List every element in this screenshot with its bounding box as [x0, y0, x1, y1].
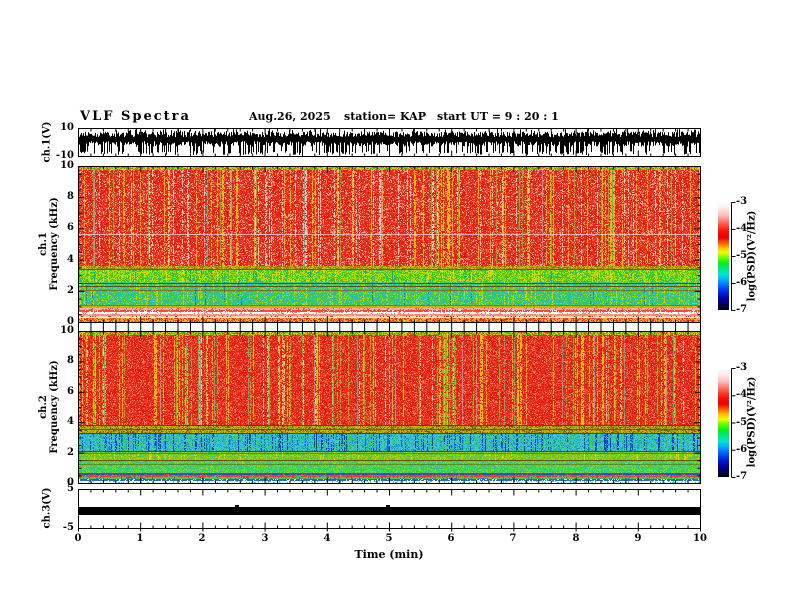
ch1-wave-ytick: 10: [60, 122, 74, 133]
xaxis-tick: 4: [323, 533, 331, 544]
colorbar-ch2-label: log(PSD)(V²/Hz): [746, 376, 758, 468]
ch2-spec-ytick: 8: [67, 355, 74, 366]
colorbar-tick: -7: [736, 471, 748, 482]
ch3-ytick: -5: [62, 522, 74, 533]
ch3-plot: [78, 489, 700, 528]
ch2-spec-ylabel: ch.2 Frequency (kHz): [38, 360, 60, 453]
xaxis-tick: 7: [509, 533, 517, 544]
ch2-spec-ytick: 2: [67, 447, 74, 458]
ch1-spec-ytick: 8: [67, 191, 74, 202]
xaxis-tick: 2: [198, 533, 206, 544]
figure-title: VLF Spectra: [80, 109, 191, 124]
colorbar-tick: -4: [736, 223, 748, 234]
colorbar-tick: -6: [736, 444, 748, 455]
ch1-spec-ytick: 4: [67, 254, 74, 265]
xaxis-tick: 9: [634, 533, 642, 544]
ch1-spec-ytick: 10: [60, 160, 74, 171]
date-label: Aug.26, 2025: [249, 110, 331, 123]
xaxis-tick: 6: [447, 533, 455, 544]
ch3-bar-bump: [235, 505, 239, 508]
colorbar-tick: -5: [736, 250, 748, 261]
ch1-spec-ytick: 2: [67, 285, 74, 296]
ch3-ytick: 5: [67, 483, 74, 494]
xaxis-tick: 8: [572, 533, 580, 544]
xaxis-tick: 3: [261, 533, 269, 544]
colorbar-tick: -6: [736, 277, 748, 288]
ch2-spec-ytick: 10: [60, 325, 74, 336]
ch2-spec-ytick: 6: [67, 386, 74, 397]
start-ut-label: start UT = 9 : 20 : 1: [437, 110, 559, 123]
colorbar-tick: -3: [736, 196, 748, 207]
station-label: station= KAP: [344, 110, 426, 123]
colorbar-tick: -3: [736, 362, 748, 373]
xaxis-title: Time (min): [354, 548, 424, 561]
ch3-bar-bump: [386, 505, 390, 508]
xaxis-tick: 10: [693, 533, 707, 544]
colorbar-ch1-label: log(PSD)(V²/Hz): [746, 210, 758, 302]
colorbar-ch2: [718, 368, 729, 477]
ch1-spec-ytick: 6: [67, 222, 74, 233]
ch2-spec-ytick: 4: [67, 416, 74, 427]
colorbar-ch1: [718, 202, 729, 310]
xaxis-tick: 0: [74, 533, 82, 544]
colorbar-tick: -5: [736, 417, 748, 428]
ch1-spectrogram: [78, 166, 700, 322]
ch1-spec-ylabel-line2: Frequency (kHz): [49, 197, 60, 291]
ch1-waveform-plot: [78, 128, 700, 156]
xaxis-tick: 1: [136, 533, 144, 544]
colorbar-tick: -4: [736, 389, 748, 400]
ch3-signal-bar: [78, 507, 700, 515]
ch2-spec-ylabel-line2: Frequency (kHz): [49, 360, 60, 454]
ch2-spectrogram: [78, 331, 700, 483]
ch1-spec-ylabel: ch.1 Frequency (kHz): [38, 197, 60, 290]
xaxis-tick: 5: [385, 533, 393, 544]
ch1-spec-ylabel-line1: ch.1: [38, 232, 49, 256]
colorbar-tick: -7: [736, 304, 748, 315]
ch2-spec-ylabel-line1: ch.2: [38, 395, 49, 419]
